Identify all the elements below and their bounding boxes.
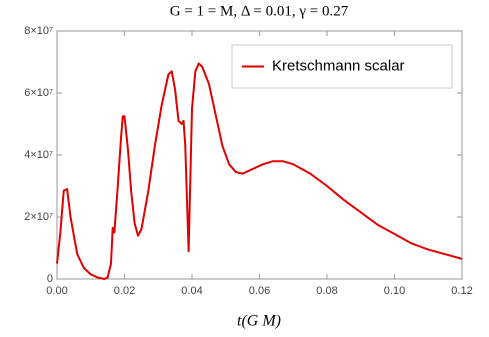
x-tick-label: 0.10 bbox=[384, 285, 405, 297]
x-tick-label: 0.02 bbox=[114, 285, 135, 297]
legend-box bbox=[231, 44, 453, 89]
chart-title: G = 1 = M, Δ = 0.01, γ = 0.27 bbox=[170, 3, 349, 19]
legend-label: Kretschmann scalar bbox=[272, 57, 405, 74]
y-tick-label: 2×10⁷ bbox=[24, 211, 53, 223]
y-tick-label: 0 bbox=[47, 273, 53, 285]
x-axis-label: t(G M) bbox=[237, 313, 281, 330]
x-tick-label: 0.00 bbox=[46, 285, 67, 297]
x-tick-label: 0.08 bbox=[316, 285, 337, 297]
data-line bbox=[56, 62, 463, 280]
x-tick-label: 0.12 bbox=[451, 285, 472, 297]
x-tick-label: 0.06 bbox=[249, 285, 270, 297]
y-tick-label: 6×10⁷ bbox=[24, 87, 53, 99]
y-tick-label: 8×10⁷ bbox=[24, 25, 53, 37]
y-tick-label: 4×10⁷ bbox=[24, 149, 53, 161]
x-tick-label: 0.04 bbox=[181, 285, 202, 297]
